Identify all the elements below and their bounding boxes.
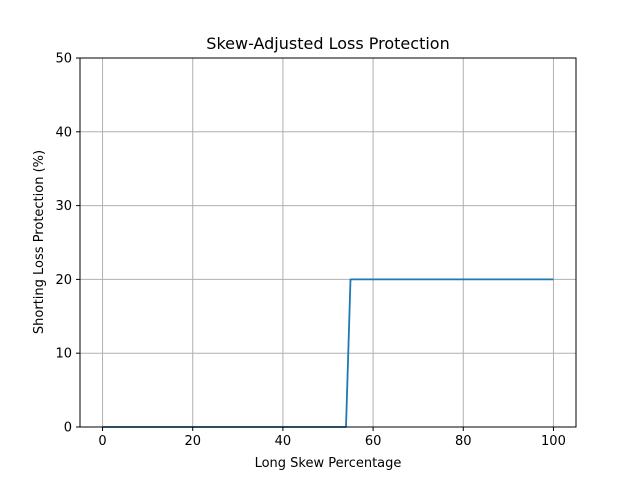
y-tick-label: 50: [55, 52, 72, 67]
x-tick-label: 80: [455, 434, 472, 449]
x-tick-label: 100: [541, 434, 566, 449]
x-tick-label: 20: [184, 434, 201, 449]
y-tick-label: 30: [55, 199, 72, 214]
x-axis-label: Long Skew Percentage: [255, 456, 402, 471]
x-tick-label: 40: [275, 434, 292, 449]
tick-layer: 0 20 40 60 80 100 0 10 20 30 40 50: [55, 52, 565, 450]
grid-layer: [80, 57, 576, 428]
x-tick-label: 60: [365, 434, 382, 449]
y-tick-label: 0: [64, 421, 72, 436]
x-tick-label: 0: [98, 434, 106, 449]
y-axis-label: Shorting Loss Protection (%): [32, 150, 47, 334]
chart-title: Skew-Adjusted Loss Protection: [206, 34, 449, 53]
y-tick-label: 40: [55, 125, 72, 140]
y-tick-label: 10: [55, 347, 72, 362]
y-tick-label: 20: [55, 273, 72, 288]
plot-frame: [79, 57, 577, 428]
